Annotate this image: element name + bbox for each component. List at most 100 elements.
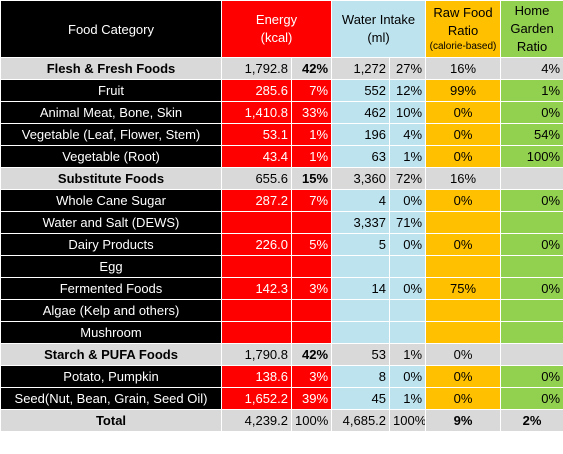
water-percent: 100% [389,409,427,432]
raw-food-ratio [425,255,502,278]
energy-value [221,255,292,278]
water-percent: 1% [389,343,427,366]
home-garden-ratio: 0% [500,277,563,300]
water-percent: 0% [389,233,427,256]
category-name: Mushroom [0,321,222,344]
home-garden-ratio [500,299,563,322]
energy-percent: 1% [290,145,333,168]
raw-food-ratio: 0% [425,365,502,388]
table-row: Flesh & Fresh Foods 1,792.8 42% 1,272 27… [0,57,563,80]
table-row: Water and Salt (DEWS) 3,337 71% [0,211,563,234]
table-row: Egg [0,255,563,278]
header-home-line1: Home [514,3,550,18]
category-name: Seed(Nut, Bean, Grain, Seed Oil) [0,387,222,410]
food-nutrition-table: Food Category Energy (kcal) Water Intake… [0,0,563,432]
water-value: 8 [331,365,391,388]
energy-value [221,211,292,234]
category-name: Egg [0,255,222,278]
energy-value: 287.2 [221,189,292,212]
energy-percent: 7% [290,189,333,212]
water-percent: 1% [389,145,427,168]
home-garden-ratio: 0% [500,365,563,388]
header-water-intake: Water Intake (ml) [331,0,427,58]
category-name: Flesh & Fresh Foods [0,57,222,80]
energy-percent [290,255,333,278]
energy-value: 1,652.2 [221,387,292,410]
home-garden-ratio [500,343,563,366]
table-row: Starch & PUFA Foods 1,790.8 42% 53 1% 0% [0,343,563,366]
table-row: Potato, Pumpkin 138.6 3% 8 0% 0% 0% [0,365,563,388]
water-value: 14 [331,277,391,300]
raw-food-ratio: 0% [425,123,502,146]
water-value: 5 [331,233,391,256]
water-value: 4 [331,189,391,212]
home-garden-ratio: 0% [500,189,563,212]
table-row: Substitute Foods 655.6 15% 3,360 72% 16% [0,167,563,190]
home-garden-ratio: 2% [500,409,563,432]
home-garden-ratio [500,255,563,278]
home-garden-ratio [500,211,563,234]
category-name: Starch & PUFA Foods [0,343,222,366]
category-name: Animal Meat, Bone, Skin [0,101,222,124]
water-value: 552 [331,79,391,102]
water-percent [389,321,427,344]
table-row: Seed(Nut, Bean, Grain, Seed Oil) 1,652.2… [0,387,563,410]
raw-food-ratio: 75% [425,277,502,300]
energy-percent [290,299,333,322]
water-percent: 72% [389,167,427,190]
energy-percent: 3% [290,365,333,388]
home-garden-ratio: 4% [500,57,563,80]
home-garden-ratio: 100% [500,145,563,168]
energy-percent: 3% [290,277,333,300]
category-name: Whole Cane Sugar [0,189,222,212]
energy-percent: 33% [290,101,333,124]
raw-food-ratio: 0% [425,101,502,124]
header-row: Food Category Energy (kcal) Water Intake… [0,0,563,58]
energy-value: 4,239.2 [221,409,292,432]
header-raw-line2: Ratio [447,23,479,38]
water-value: 63 [331,145,391,168]
table-row: Animal Meat, Bone, Skin 1,410.8 33% 462 … [0,101,563,124]
energy-value [221,299,292,322]
energy-percent [290,321,333,344]
water-percent [389,299,427,322]
header-water-line2: (ml) [367,30,390,45]
home-garden-ratio: 0% [500,233,563,256]
header-home-garden-ratio: Home Garden Ratio [500,0,563,58]
home-garden-ratio: 0% [500,387,563,410]
energy-percent: 7% [290,79,333,102]
header-water-line1: Water Intake [341,12,416,27]
header-home-line3: Ratio [516,39,548,54]
water-percent: 12% [389,79,427,102]
water-value: 4,685.2 [331,409,391,432]
total-row: Total 4,239.2 100% 4,685.2 100% 9% 2% [0,409,563,432]
energy-percent [290,211,333,234]
category-name: Fermented Foods [0,277,222,300]
water-percent [389,255,427,278]
energy-value: 226.0 [221,233,292,256]
water-percent: 10% [389,101,427,124]
table-row: Fermented Foods 142.3 3% 14 0% 75% 0% [0,277,563,300]
header-raw-line3: (calorie-based) [429,41,497,52]
header-food-category: Food Category [0,0,222,58]
energy-percent: 5% [290,233,333,256]
water-value: 3,337 [331,211,391,234]
water-percent: 27% [389,57,427,80]
energy-value: 285.6 [221,79,292,102]
raw-food-ratio [425,299,502,322]
home-garden-ratio: 1% [500,79,563,102]
energy-percent: 100% [290,409,333,432]
water-value: 462 [331,101,391,124]
water-value: 196 [331,123,391,146]
energy-value: 1,790.8 [221,343,292,366]
water-value [331,321,391,344]
table-row: Vegetable (Leaf, Flower, Stem) 53.1 1% 1… [0,123,563,146]
header-energy-line2: (kcal) [260,30,293,45]
table-row: Mushroom [0,321,563,344]
energy-percent: 42% [290,57,333,80]
water-percent: 4% [389,123,427,146]
header-energy-line1: Energy [255,12,298,27]
table-row: Fruit 285.6 7% 552 12% 99% 1% [0,79,563,102]
raw-food-ratio: 0% [425,387,502,410]
header-raw-food-ratio: Raw Food Ratio (calorie-based) [425,0,502,58]
